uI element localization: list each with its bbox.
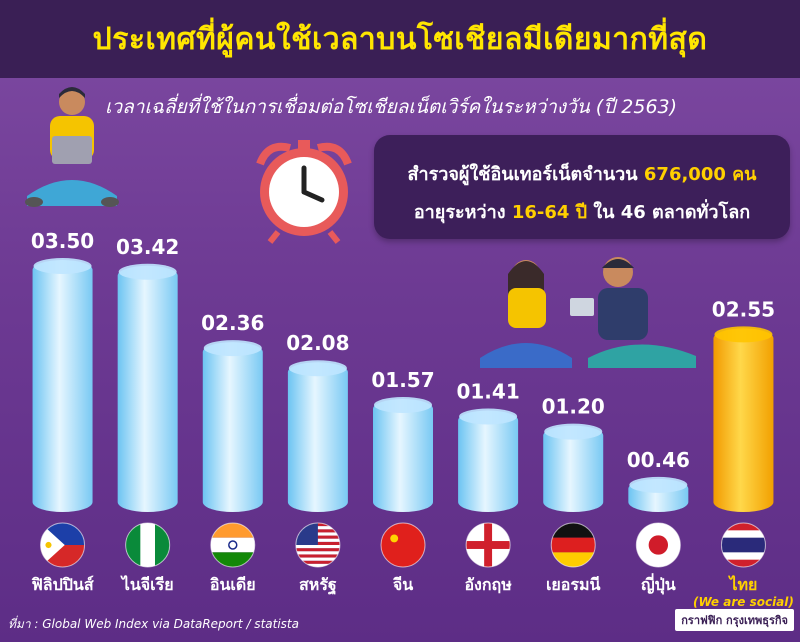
bar bbox=[32, 260, 93, 512]
survey-count-value: 676,000 คน bbox=[643, 164, 757, 185]
age-range-value: 16-64 ปี bbox=[511, 202, 588, 223]
value-label: 01.20 bbox=[542, 395, 605, 419]
bar-group-3: 02.08 สหรัฐ bbox=[286, 331, 349, 595]
category-label: ฟิลิปปินส์ bbox=[31, 575, 94, 594]
china-flag-icon bbox=[380, 522, 426, 568]
bar-group-1: 03.42 ไนจีเรีย bbox=[116, 235, 179, 594]
bar-group-4: 01.57 จีน bbox=[371, 368, 434, 594]
people-phone-illustration bbox=[480, 257, 696, 368]
category-label: เยอรมนี bbox=[546, 575, 601, 594]
bar-top-cap bbox=[33, 258, 92, 274]
philippines-flag-icon bbox=[40, 522, 86, 568]
value-label: 03.50 bbox=[31, 229, 94, 253]
bar-top-cap bbox=[118, 263, 177, 280]
bar-top-cap bbox=[714, 326, 773, 343]
bar bbox=[543, 425, 604, 512]
category-label: ไนจีเรีย bbox=[120, 575, 174, 594]
bar-group-6: 01.20 เยอรมนี bbox=[542, 395, 605, 594]
bar-top-cap bbox=[459, 408, 518, 425]
survey-count-label: สำรวจผู้ใช้อินเทอร์เน็ตจำนวน bbox=[407, 164, 638, 185]
category-label: อินเดีย bbox=[209, 575, 255, 594]
bar-group-5: 01.41 อังกฤษ bbox=[456, 379, 519, 594]
page-title: ประเทศที่ผู้คนใช้เวลาบนโซเชียลมีเดียมากท… bbox=[92, 21, 708, 57]
value-label: 01.57 bbox=[371, 368, 434, 392]
japan-flag-icon bbox=[635, 522, 681, 568]
bar bbox=[458, 410, 519, 512]
age-range-label: อายุระหว่าง bbox=[413, 202, 506, 223]
highlight-source-note: (We are social) bbox=[693, 595, 794, 609]
usa-flag-icon bbox=[295, 522, 341, 568]
bar bbox=[202, 342, 263, 512]
value-label: 02.36 bbox=[201, 311, 264, 335]
value-label: 02.08 bbox=[286, 331, 349, 355]
category-label: ไทย bbox=[727, 575, 757, 594]
value-label: 01.41 bbox=[456, 379, 519, 403]
thailand-flag-icon bbox=[720, 522, 766, 568]
england-flag-icon bbox=[465, 522, 511, 568]
germany-flag-icon bbox=[550, 522, 596, 568]
bar bbox=[117, 265, 178, 512]
source-note: ที่มา : Global Web Index via DataReport … bbox=[8, 617, 299, 631]
bar-top-cap bbox=[374, 396, 432, 413]
nigeria-flag-icon bbox=[125, 522, 171, 568]
header-bar: ประเทศที่ผู้คนใช้เวลาบนโซเชียลมีเดียมากท… bbox=[0, 0, 800, 78]
alarm-clock-illustration bbox=[256, 140, 352, 244]
survey-info-box: สำรวจผู้ใช้อินเทอร์เน็ตจำนวน 676,000 คน … bbox=[374, 135, 790, 239]
category-label: อังกฤษ bbox=[464, 575, 512, 594]
survey-info-line-2: อายุระหว่าง 16-64 ปี ใน 46 ตลาดทั่วโลก bbox=[374, 197, 790, 226]
value-label: 03.42 bbox=[116, 235, 179, 259]
page-subtitle: เวลาเฉลี่ยที่ใช้ในการเชื่อมต่อโซเชียลเน็… bbox=[105, 96, 678, 118]
bar bbox=[373, 398, 433, 512]
survey-info-line-1: สำรวจผู้ใช้อินเทอร์เน็ตจำนวน 676,000 คน bbox=[374, 159, 790, 188]
india-flag-icon bbox=[210, 522, 256, 568]
category-label: จีน bbox=[392, 575, 413, 594]
bar-top-cap bbox=[544, 423, 603, 440]
bar-top-cap bbox=[203, 340, 262, 357]
bar-group-7: 00.46 ญี่ปุ่น bbox=[627, 448, 690, 595]
category-label: ญี่ปุ่น bbox=[641, 573, 676, 595]
bar-group-0: 03.50 ฟิลิปปินส์ bbox=[31, 229, 94, 594]
bar-top-cap bbox=[288, 360, 347, 377]
category-label: สหรัฐ bbox=[299, 575, 337, 595]
bar-top-cap bbox=[629, 476, 688, 493]
bar bbox=[713, 328, 774, 512]
person-laptop-illustration bbox=[25, 87, 119, 207]
graphic-credit: กราฟฟิก กรุงเทพธุรกิจ bbox=[675, 609, 794, 631]
bar-group-2: 02.36 อินเดีย bbox=[201, 311, 264, 594]
markets-label: ใน 46 ตลาดทั่วโลก bbox=[593, 202, 751, 223]
value-label: 00.46 bbox=[627, 448, 690, 472]
value-label: 02.55 bbox=[712, 297, 775, 321]
bar bbox=[287, 362, 348, 512]
bar-group-8: 02.55 ไทย(We are social) bbox=[693, 297, 794, 609]
